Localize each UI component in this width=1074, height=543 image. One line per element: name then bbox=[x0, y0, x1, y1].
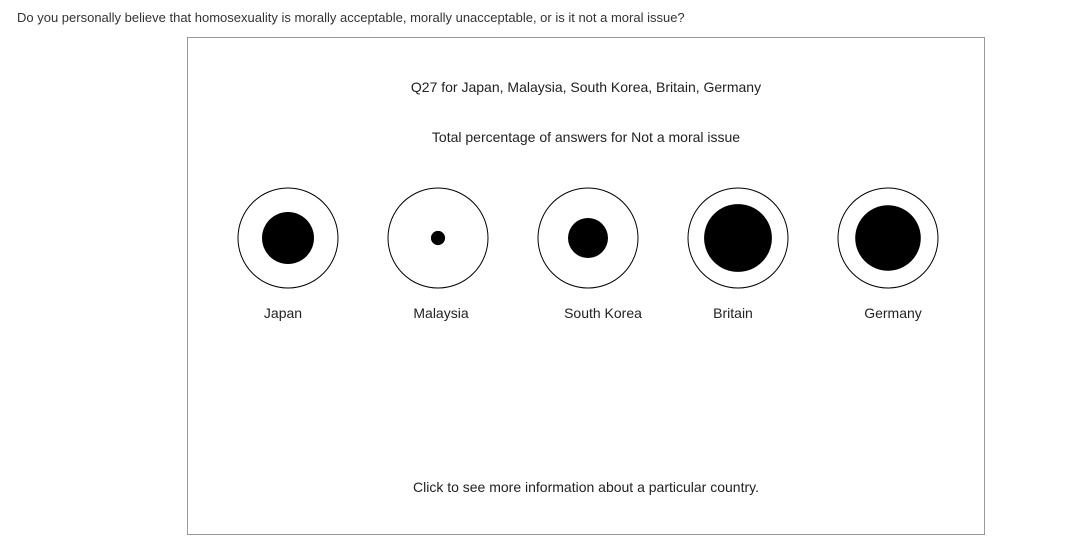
country-label-japan[interactable]: Japan bbox=[263, 305, 303, 321]
country-label-germany[interactable]: Germany bbox=[864, 305, 922, 321]
chart-footer-hint: Click to see more information about a pa… bbox=[412, 479, 759, 495]
country-label-malaysia[interactable]: Malaysia bbox=[413, 305, 469, 321]
chart-title: Q27 for Japan, Malaysia, South Korea, Br… bbox=[410, 79, 762, 95]
country-label-south-korea[interactable]: South Korea bbox=[564, 305, 642, 321]
bubble-value-japan[interactable] bbox=[262, 212, 314, 264]
bubble-value-south-korea[interactable] bbox=[568, 218, 608, 258]
bubble-chart bbox=[237, 187, 939, 289]
bubble-malaysia[interactable] bbox=[387, 187, 489, 289]
bubble-germany[interactable] bbox=[837, 187, 939, 289]
country-label-britain[interactable]: Britain bbox=[713, 305, 753, 321]
bubble-value-malaysia[interactable] bbox=[430, 230, 446, 246]
bubble-south-korea[interactable] bbox=[537, 187, 639, 289]
bubble-value-britain[interactable] bbox=[704, 204, 772, 272]
bubble-japan[interactable] bbox=[237, 187, 339, 289]
bubble-britain[interactable] bbox=[687, 187, 789, 289]
question-text: Do you personally believe that homosexua… bbox=[17, 10, 685, 25]
bubble-value-germany[interactable] bbox=[855, 205, 921, 271]
chart-frame: Q27 for Japan, Malaysia, South Korea, Br… bbox=[187, 37, 985, 535]
chart-subtitle: Total percentage of answers for Not a mo… bbox=[431, 129, 741, 145]
